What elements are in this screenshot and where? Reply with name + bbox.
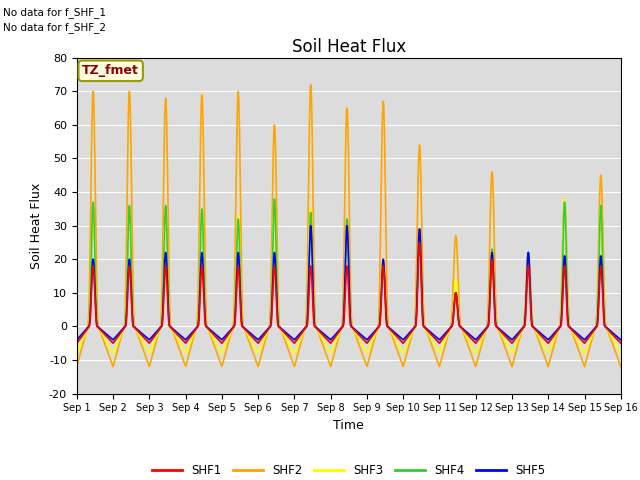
Legend: SHF1, SHF2, SHF3, SHF4, SHF5: SHF1, SHF2, SHF3, SHF4, SHF5 xyxy=(148,459,550,480)
SHF1 xyxy=(365,338,372,344)
SHF5 xyxy=(225,330,232,336)
SHF5 xyxy=(617,337,625,343)
SHF1 xyxy=(507,339,515,345)
SHF2 xyxy=(365,358,372,363)
SHF4 xyxy=(225,331,232,337)
Line: SHF4: SHF4 xyxy=(77,199,621,343)
SHF3 xyxy=(365,347,372,353)
Line: SHF1: SHF1 xyxy=(77,242,621,343)
SHF2 xyxy=(617,364,625,370)
SHF2 xyxy=(307,82,314,87)
SHF4 xyxy=(584,336,592,341)
SHF5 xyxy=(584,333,592,339)
X-axis label: Time: Time xyxy=(333,419,364,432)
SHF2 xyxy=(225,339,232,345)
SHF4 xyxy=(507,339,515,345)
SHF5 xyxy=(343,223,351,228)
SHF4 xyxy=(365,338,372,344)
SHF5 xyxy=(507,336,515,342)
SHF3 xyxy=(73,350,81,356)
SHF3 xyxy=(617,350,625,356)
Line: SHF2: SHF2 xyxy=(77,84,621,367)
SHF1 xyxy=(569,328,577,334)
Text: TZ_fmet: TZ_fmet xyxy=(82,64,139,77)
SHF3 xyxy=(584,342,592,348)
SHF2 xyxy=(376,237,384,242)
SHF4 xyxy=(73,340,81,346)
Title: Soil Heat Flux: Soil Heat Flux xyxy=(292,38,406,56)
SHF3 xyxy=(225,335,232,341)
Text: No data for f_SHF_1: No data for f_SHF_1 xyxy=(3,7,106,18)
SHF4 xyxy=(617,340,625,346)
SHF3 xyxy=(561,196,568,202)
SHF1 xyxy=(415,240,423,245)
SHF1 xyxy=(73,340,81,346)
SHF5 xyxy=(569,327,577,333)
Line: SHF3: SHF3 xyxy=(77,199,621,353)
SHF5 xyxy=(73,337,81,343)
Line: SHF5: SHF5 xyxy=(77,226,621,340)
SHF2 xyxy=(584,351,592,357)
Text: No data for f_SHF_2: No data for f_SHF_2 xyxy=(3,22,106,33)
SHF5 xyxy=(365,335,372,341)
SHF1 xyxy=(376,319,384,325)
SHF2 xyxy=(569,332,577,337)
SHF4 xyxy=(569,328,577,334)
Y-axis label: Soil Heat Flux: Soil Heat Flux xyxy=(30,182,44,269)
SHF4 xyxy=(271,196,278,202)
SHF5 xyxy=(376,310,384,316)
SHF2 xyxy=(507,361,515,367)
SHF1 xyxy=(617,340,625,346)
SHF3 xyxy=(569,330,577,336)
SHF3 xyxy=(507,348,515,354)
SHF1 xyxy=(584,336,592,341)
SHF4 xyxy=(376,311,384,317)
SHF2 xyxy=(73,364,81,370)
SHF1 xyxy=(225,331,232,337)
SHF3 xyxy=(376,311,384,316)
